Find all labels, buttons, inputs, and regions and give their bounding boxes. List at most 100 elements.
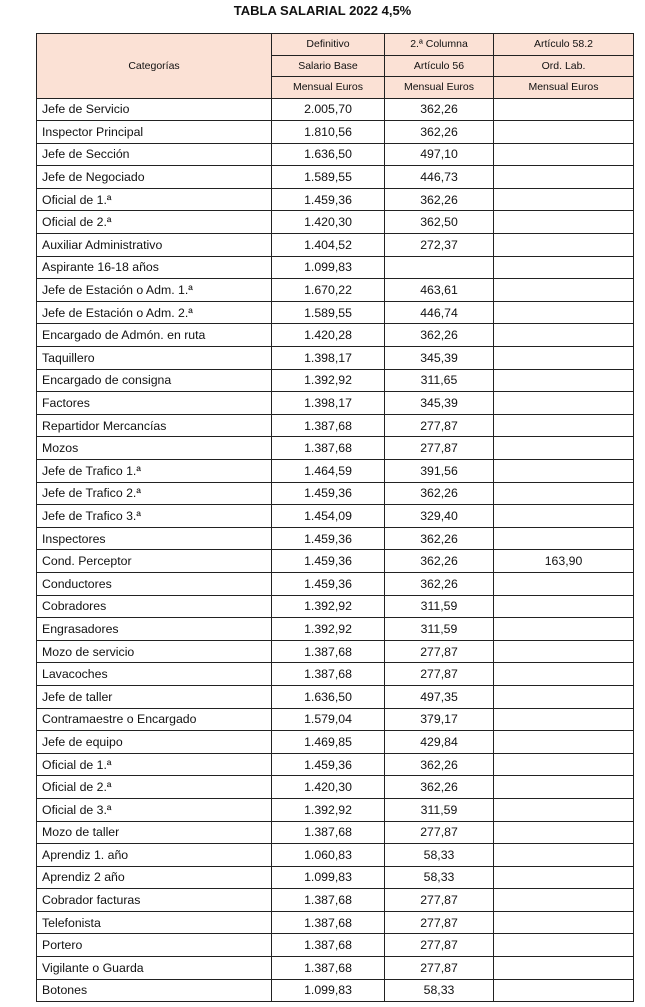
cell-salario-base: 1.464,59 [271,459,385,483]
cell-articulo-56: 497,10 [384,142,494,167]
cell-salario-base: 1.469,85 [271,730,385,754]
table-row: Mozo de taller 1.387,68 277,87 [36,820,634,845]
cell-categoria: Jefe de Estación o Adm. 1.ª [36,278,272,302]
cell-categoria: Aprendiz 1. año [36,843,272,867]
table-row: Aspirante 16-18 años 1.099,83 [36,255,634,280]
table-row: Auxiliar Administrativo 1.404,52 272,37 [36,233,634,257]
table-row: Taquillero 1.398,17 345,39 [36,346,634,370]
table-row: Factores 1.398,17 345,39 [36,391,634,415]
cell-articulo-58-2 [493,910,634,935]
cell-articulo-58-2 [493,459,634,483]
cell-salario-base: 1.459,36 [271,481,385,506]
cell-articulo-58-2 [493,888,634,912]
cell-salario-base: 1.392,92 [271,797,385,822]
cell-articulo-56: 446,73 [384,165,494,189]
table-row: Oficial de 2.ª 1.420,30 362,26 [36,775,634,799]
table-row: Inspectores 1.459,36 362,26 [36,526,634,551]
table-row: Jefe de Negociado 1.589,55 446,73 [36,165,634,189]
table-body: Jefe de Servicio 2.005,70 362,26 Inspector … [36,97,634,1003]
cell-articulo-58-2 [493,933,634,958]
cell-categoria: Auxiliar Administrativo [36,233,272,257]
table-row: Jefe de equipo 1.469,85 429,84 [36,730,634,754]
table-row: Lavacoches 1.387,68 277,87 [36,662,634,686]
cell-salario-base: 1.459,36 [271,752,385,777]
cell-categoria: Jefe de Trafico 1.ª [36,459,272,483]
cell-salario-base: 1.387,68 [271,820,385,845]
cell-salario-base: 1.387,68 [271,956,385,980]
table-row: Cobrador facturas 1.387,68 277,87 [36,888,634,912]
table-row: Jefe de Sección 1.636,50 497,10 [36,142,634,167]
cell-salario-base: 2.005,70 [271,97,385,122]
cell-articulo-56: 362,26 [384,526,494,551]
cell-salario-base: 1.589,55 [271,165,385,189]
cell-salario-base: 1.387,68 [271,436,385,460]
cell-salario-base: 1.387,68 [271,662,385,686]
cell-articulo-56: 277,87 [384,820,494,845]
cell-articulo-58-2 [493,346,634,370]
cell-articulo-56: 362,26 [384,120,494,144]
cell-categoria: Conductores [36,571,272,596]
cell-articulo-58-2 [493,413,634,438]
cell-articulo-56: 58,33 [384,843,494,867]
cell-salario-base: 1.099,83 [271,255,385,280]
header-col4-line2: Ord. Lab. [493,54,634,77]
cell-salario-base: 1.392,92 [271,368,385,393]
cell-articulo-58-2 [493,617,634,641]
cell-articulo-56: 362,26 [384,97,494,122]
cell-salario-base: 1.459,36 [271,549,385,573]
cell-articulo-56: 463,61 [384,278,494,302]
cell-salario-base: 1.636,50 [271,684,385,709]
cell-articulo-56: 311,59 [384,617,494,641]
cell-articulo-58-2 [493,142,634,167]
cell-salario-base: 1.387,68 [271,910,385,935]
cell-categoria: Mozo de taller [36,820,272,845]
cell-categoria: Repartidor Mercancías [36,413,272,438]
table-row: Portero 1.387,68 277,87 [36,933,634,958]
cell-salario-base: 1.454,09 [271,504,385,528]
cell-articulo-58-2 [493,526,634,551]
cell-salario-base: 1.387,68 [271,413,385,438]
table-row: Oficial de 2.ª 1.420,30 362,50 [36,210,634,235]
table-header: Categorías Definitivo 2.ª Columna Artícu… [36,33,634,99]
cell-articulo-58-2 [493,368,634,393]
salary-table: Categorías Definitivo 2.ª Columna Artícu… [36,33,634,1003]
cell-articulo-56: 277,87 [384,436,494,460]
cell-articulo-56: 362,50 [384,210,494,235]
cell-categoria: Contramaestre o Encargado [36,707,272,732]
cell-categoria: Jefe de Trafico 3.ª [36,504,272,528]
cell-salario-base: 1.060,83 [271,843,385,867]
cell-categoria: Aprendiz 2 año [36,865,272,890]
cell-articulo-56: 311,65 [384,368,494,393]
cell-categoria: Cond. Perceptor [36,549,272,573]
table-row: Contramaestre o Encargado 1.579,04 379,17 [36,707,634,732]
cell-articulo-58-2 [493,639,634,664]
cell-categoria: Oficial de 1.ª [36,752,272,777]
cell-articulo-58-2 [493,481,634,506]
cell-articulo-58-2 [493,684,634,709]
cell-articulo-58-2 [493,255,634,280]
cell-categoria: Jefe de Sección [36,142,272,167]
cell-articulo-56: 379,17 [384,707,494,732]
cell-categoria: Oficial de 2.ª [36,775,272,799]
cell-categoria: Encargado de Admón. en ruta [36,323,272,348]
cell-articulo-58-2 [493,323,634,348]
header-col3-line1: 2.ª Columna [384,33,494,56]
table-row: Repartidor Mercancías 1.387,68 277,87 [36,413,634,438]
cell-articulo-56: 277,87 [384,662,494,686]
cell-articulo-58-2 [493,97,634,122]
cell-articulo-56: 311,59 [384,797,494,822]
cell-categoria: Taquillero [36,346,272,370]
cell-articulo-56: 362,26 [384,323,494,348]
table-row: Jefe de Servicio 2.005,70 362,26 [36,97,634,122]
cell-salario-base: 1.099,83 [271,978,385,1003]
cell-categoria: Telefonista [36,910,272,935]
cell-articulo-58-2 [493,300,634,325]
header-col3-line3: Mensual Euros [384,76,494,99]
cell-categoria: Jefe de Estación o Adm. 2.ª [36,300,272,325]
cell-categoria: Aspirante 16-18 años [36,255,272,280]
header-col4-line3: Mensual Euros [493,76,634,99]
cell-categoria: Cobradores [36,594,272,619]
table-row: Oficial de 1.ª 1.459,36 362,26 [36,187,634,212]
cell-categoria: Vigilante o Guarda [36,956,272,980]
cell-articulo-58-2 [493,504,634,528]
